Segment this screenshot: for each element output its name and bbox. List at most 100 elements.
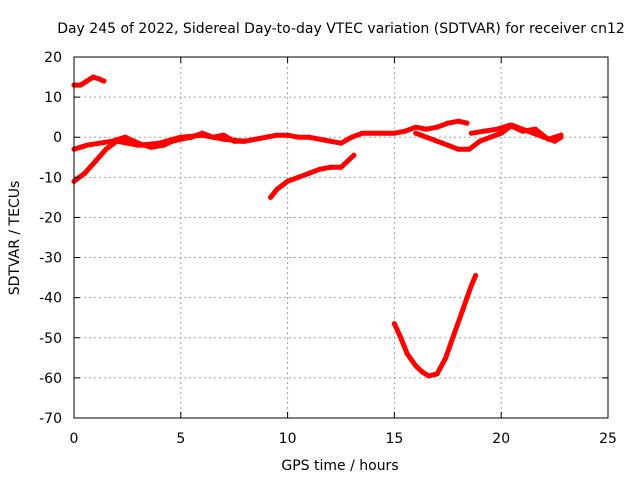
data-point bbox=[460, 307, 466, 313]
data-point bbox=[520, 128, 526, 134]
y-tick-label: -20 bbox=[39, 210, 62, 226]
data-point bbox=[423, 134, 429, 140]
data-point bbox=[84, 78, 90, 84]
data-point bbox=[443, 355, 449, 361]
data-point bbox=[114, 138, 120, 144]
data-point bbox=[532, 126, 538, 132]
data-point bbox=[97, 76, 103, 82]
data-point bbox=[477, 138, 483, 144]
data-point bbox=[327, 138, 333, 144]
data-point bbox=[423, 126, 429, 132]
y-tick-label: 20 bbox=[44, 50, 62, 66]
data-point bbox=[413, 124, 419, 130]
x-tick-label: 25 bbox=[599, 431, 617, 447]
data-point bbox=[344, 158, 350, 164]
data-point bbox=[381, 130, 387, 136]
tick-layer: 0 5 10 15 20 25 20 10 0 -10 -20 -30 -40 -50 -60 -70 bbox=[39, 50, 617, 447]
data-point bbox=[419, 369, 425, 375]
data-point bbox=[274, 186, 280, 192]
chart-title: Day 245 of 2022, Sidereal Day-to-day VTE… bbox=[57, 21, 625, 37]
data-point bbox=[77, 82, 83, 88]
data-point bbox=[558, 132, 564, 138]
y-tick-label: -40 bbox=[39, 291, 62, 307]
data-point bbox=[402, 128, 408, 134]
data-point bbox=[101, 78, 107, 84]
data-point bbox=[391, 130, 397, 136]
data-point bbox=[349, 134, 355, 140]
grid-layer bbox=[74, 57, 608, 418]
data-point bbox=[199, 132, 205, 138]
data-point bbox=[109, 138, 115, 144]
data-point bbox=[451, 331, 457, 337]
data-point bbox=[97, 140, 103, 146]
data-point bbox=[268, 194, 274, 200]
y-tick-label: -30 bbox=[39, 251, 62, 267]
data-point bbox=[545, 136, 551, 142]
plot-frame bbox=[73, 56, 609, 419]
data-point bbox=[370, 130, 376, 136]
data-point bbox=[445, 120, 451, 126]
data-point bbox=[481, 128, 487, 134]
data-point bbox=[468, 130, 474, 136]
data-point bbox=[135, 142, 141, 148]
data-point bbox=[494, 126, 500, 132]
data-point bbox=[488, 134, 494, 140]
y-tick-label: 0 bbox=[53, 130, 62, 146]
data-point bbox=[156, 140, 162, 146]
data-point bbox=[434, 124, 440, 130]
y-tick-label: -10 bbox=[39, 170, 62, 186]
data-point bbox=[464, 120, 470, 126]
data-point bbox=[317, 166, 323, 172]
data-point bbox=[253, 136, 259, 142]
data-point bbox=[306, 170, 312, 176]
x-tick-label: 5 bbox=[176, 431, 185, 447]
data-point bbox=[434, 371, 440, 377]
data-point bbox=[338, 140, 344, 146]
x-tick-label: 20 bbox=[492, 431, 510, 447]
data-point bbox=[178, 134, 184, 140]
y-tick-label: 10 bbox=[44, 90, 62, 106]
data-point bbox=[413, 130, 419, 136]
data-point bbox=[274, 132, 280, 138]
data-point bbox=[468, 283, 474, 289]
data-point bbox=[327, 164, 333, 170]
data-point bbox=[122, 134, 128, 140]
x-axis-label: GPS time / hours bbox=[281, 458, 398, 474]
data-point bbox=[351, 152, 357, 158]
data-point bbox=[473, 273, 479, 279]
data-point bbox=[90, 74, 96, 80]
data-point bbox=[242, 138, 248, 144]
data-point bbox=[455, 146, 461, 152]
series-layer bbox=[71, 74, 564, 379]
data-point bbox=[317, 136, 323, 142]
data-point bbox=[338, 164, 344, 170]
y-tick-label: -70 bbox=[39, 411, 62, 427]
data-point bbox=[426, 373, 432, 379]
data-point bbox=[221, 136, 227, 142]
data-point bbox=[434, 138, 440, 144]
series-line-arc-8 bbox=[391, 273, 479, 379]
data-point bbox=[413, 363, 419, 369]
data-point bbox=[295, 174, 301, 180]
series-line-arc-7 bbox=[268, 152, 357, 200]
data-point bbox=[285, 132, 291, 138]
data-point bbox=[404, 351, 410, 357]
data-point bbox=[103, 146, 109, 152]
data-point bbox=[82, 170, 88, 176]
data-point bbox=[445, 142, 451, 148]
data-point bbox=[295, 134, 301, 140]
x-tick-label: 15 bbox=[385, 431, 403, 447]
data-point bbox=[359, 130, 365, 136]
data-point bbox=[507, 122, 513, 128]
data-point bbox=[498, 130, 504, 136]
data-point bbox=[263, 134, 269, 140]
x-tick-label: 10 bbox=[279, 431, 297, 447]
data-point bbox=[455, 118, 461, 124]
y-tick-label: -50 bbox=[39, 331, 62, 347]
data-point bbox=[398, 335, 404, 341]
data-point bbox=[306, 134, 312, 140]
y-tick-label: -60 bbox=[39, 371, 62, 387]
x-tick-label: 0 bbox=[70, 431, 79, 447]
data-point bbox=[466, 146, 472, 152]
